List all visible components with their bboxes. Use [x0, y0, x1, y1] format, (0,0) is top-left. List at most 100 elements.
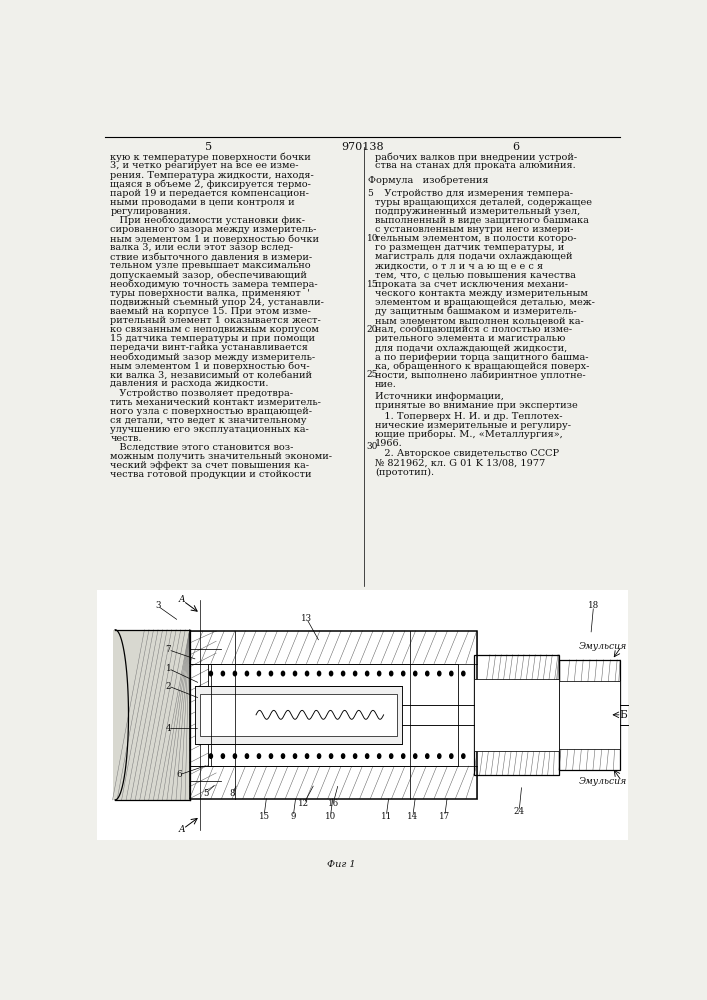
Circle shape — [245, 754, 249, 758]
Text: A: A — [178, 825, 185, 834]
Text: сированного зазора между измеритель-: сированного зазора между измеритель- — [110, 225, 317, 234]
Text: щаяся в объеме 2, фиксируется термо-: щаяся в объеме 2, фиксируется термо- — [110, 180, 311, 189]
Circle shape — [329, 754, 333, 758]
Text: парой 19 и передается компенсацион-: парой 19 и передается компенсацион- — [110, 189, 309, 198]
Text: проката за счет исключения механи-: проката за счет исключения механи- — [375, 280, 568, 289]
Text: нические измерительные и регулиру-: нические измерительные и регулиру- — [375, 421, 571, 430]
Circle shape — [317, 754, 321, 758]
Circle shape — [317, 671, 321, 676]
Text: валка 3, или если этот зазор вслед-: валка 3, или если этот зазор вслед- — [110, 243, 293, 252]
Text: 1. Топерверх Н. И. и др. Теплотех-: 1. Топерверх Н. И. и др. Теплотех- — [375, 412, 563, 421]
Text: 2: 2 — [165, 682, 171, 691]
Text: 12: 12 — [298, 799, 310, 808]
Text: магистраль для подачи охлаждающей: магистраль для подачи охлаждающей — [375, 252, 573, 261]
Circle shape — [233, 754, 237, 758]
Text: ным элементом 1 и поверхностью боч-: ным элементом 1 и поверхностью боч- — [110, 361, 310, 371]
Text: № 821962, кл. G 01 K 13/08, 1977: № 821962, кл. G 01 K 13/08, 1977 — [375, 458, 545, 467]
Circle shape — [354, 671, 357, 676]
Text: необходимый зазор между измеритель-: необходимый зазор между измеритель- — [110, 352, 315, 362]
Text: ка, обращенного к вращающейся поверх-: ка, обращенного к вращающейся поверх- — [375, 361, 590, 371]
Circle shape — [281, 671, 285, 676]
Text: Устройство для измерения темпера-: Устройство для измерения темпера- — [375, 189, 573, 198]
Text: 7: 7 — [165, 645, 171, 654]
Text: ным элементом 1 и поверхностью бочки: ным элементом 1 и поверхностью бочки — [110, 234, 320, 244]
Text: 30: 30 — [367, 442, 378, 451]
Text: 16: 16 — [327, 799, 339, 808]
Text: с установленным внутри него измери-: с установленным внутри него измери- — [375, 225, 573, 234]
Circle shape — [450, 671, 453, 676]
Text: элементом и вращающейся деталью, меж-: элементом и вращающейся деталью, меж- — [375, 298, 595, 307]
Circle shape — [221, 754, 225, 758]
Circle shape — [209, 671, 213, 676]
Bar — [112, 630, 189, 800]
Text: 1966.: 1966. — [375, 439, 403, 448]
Text: ства на станах для проката алюминия.: ства на станах для проката алюминия. — [375, 161, 575, 170]
Text: 9: 9 — [291, 812, 296, 821]
Text: рения. Температура жидкости, находя-: рения. Температура жидкости, находя- — [110, 171, 314, 180]
Text: допускаемый зазор, обеспечивающий: допускаемый зазор, обеспечивающий — [110, 270, 307, 280]
Circle shape — [293, 671, 297, 676]
Text: 15: 15 — [367, 280, 378, 289]
Text: ду защитным башмаком и измеритель-: ду защитным башмаком и измеритель- — [375, 307, 577, 316]
Text: чества готовой продукции и стойкости: чества готовой продукции и стойкости — [110, 470, 312, 479]
Text: 5: 5 — [205, 142, 213, 152]
Text: 6: 6 — [512, 142, 520, 152]
Text: кую к температуре поверхности бочки: кую к температуре поверхности бочки — [110, 152, 311, 162]
Text: Фиг 1: Фиг 1 — [327, 860, 356, 869]
Text: ствие избыточного давления в измери-: ствие избыточного давления в измери- — [110, 252, 312, 262]
Text: подпружиненный измерительный узел,: подпружиненный измерительный узел, — [375, 207, 580, 216]
Text: 4: 4 — [165, 724, 171, 733]
Text: ки валка 3, независимый от колебаний: ки валка 3, независимый от колебаний — [110, 370, 312, 379]
Circle shape — [305, 754, 309, 758]
Text: рительный элемент 1 оказывается жест-: рительный элемент 1 оказывается жест- — [110, 316, 321, 325]
Circle shape — [390, 754, 393, 758]
Text: 24: 24 — [513, 807, 525, 816]
Text: давления и расхода жидкости.: давления и расхода жидкости. — [110, 379, 269, 388]
Circle shape — [341, 671, 345, 676]
Text: Вследствие этого становится воз-: Вследствие этого становится воз- — [110, 443, 293, 452]
Text: улучшению его эксплуатационных ка-: улучшению его эксплуатационных ка- — [110, 425, 309, 434]
Text: 15 датчика температуры и при помощи: 15 датчика температуры и при помощи — [110, 334, 315, 343]
Text: A: A — [178, 595, 185, 604]
Circle shape — [426, 754, 429, 758]
Text: 1: 1 — [165, 664, 171, 673]
Bar — [195, 686, 402, 744]
Text: Б: Б — [619, 710, 627, 720]
Circle shape — [233, 671, 237, 676]
Text: Устройство позволяет предотвра-: Устройство позволяет предотвра- — [110, 389, 293, 398]
Text: Формула   изобретения: Формула изобретения — [368, 175, 489, 185]
Text: При необходимости установки фик-: При необходимости установки фик- — [110, 216, 305, 225]
Text: 970138: 970138 — [341, 142, 384, 152]
Text: передачи винт-гайка устанавливается: передачи винт-гайка устанавливается — [110, 343, 308, 352]
Text: туры поверхности валка, применяют  ': туры поверхности валка, применяют ' — [110, 289, 310, 298]
Circle shape — [402, 671, 405, 676]
Text: можным получить значительный экономи-: можным получить значительный экономи- — [110, 452, 332, 461]
Text: (прототип).: (прототип). — [375, 468, 434, 477]
Circle shape — [341, 754, 345, 758]
Text: Источники информации,: Источники информации, — [375, 392, 504, 401]
Circle shape — [450, 754, 453, 758]
Text: 20: 20 — [367, 325, 378, 334]
Text: 10: 10 — [325, 812, 336, 821]
Text: 2. Авторское свидетельство СССР: 2. Авторское свидетельство СССР — [375, 449, 559, 458]
Text: 5: 5 — [203, 789, 209, 798]
Circle shape — [402, 754, 405, 758]
Text: нал, сообщающийся с полостью изме-: нал, сообщающийся с полостью изме- — [375, 325, 572, 334]
Text: тить механический контакт измеритель-: тить механический контакт измеритель- — [110, 398, 321, 407]
Text: 11: 11 — [380, 812, 392, 821]
Text: подвижный съемный упор 24, устанавли-: подвижный съемный упор 24, устанавли- — [110, 298, 325, 307]
Text: а по периферии торца защитного башма-: а по периферии торца защитного башма- — [375, 352, 588, 362]
Text: ко связанным с неподвижным корпусом: ко связанным с неподвижным корпусом — [110, 325, 319, 334]
Text: го размещен датчик температуры, и: го размещен датчик температуры, и — [375, 243, 564, 252]
Bar — [208, 664, 458, 766]
Text: ности, выполнено лабиринтное уплотне-: ности, выполнено лабиринтное уплотне- — [375, 371, 585, 380]
Circle shape — [305, 671, 309, 676]
Text: 5: 5 — [367, 189, 373, 198]
Circle shape — [414, 754, 417, 758]
Text: 6: 6 — [176, 770, 182, 779]
Circle shape — [390, 671, 393, 676]
Text: тельным элементом, в полости которо-: тельным элементом, в полости которо- — [375, 234, 576, 243]
Text: 13: 13 — [301, 614, 312, 623]
Circle shape — [221, 671, 225, 676]
Text: ными проводами в цепи контроля и: ными проводами в цепи контроля и — [110, 198, 295, 207]
